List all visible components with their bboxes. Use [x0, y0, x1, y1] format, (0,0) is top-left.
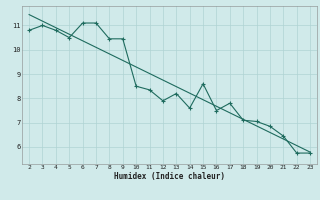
X-axis label: Humidex (Indice chaleur): Humidex (Indice chaleur)	[114, 172, 225, 181]
